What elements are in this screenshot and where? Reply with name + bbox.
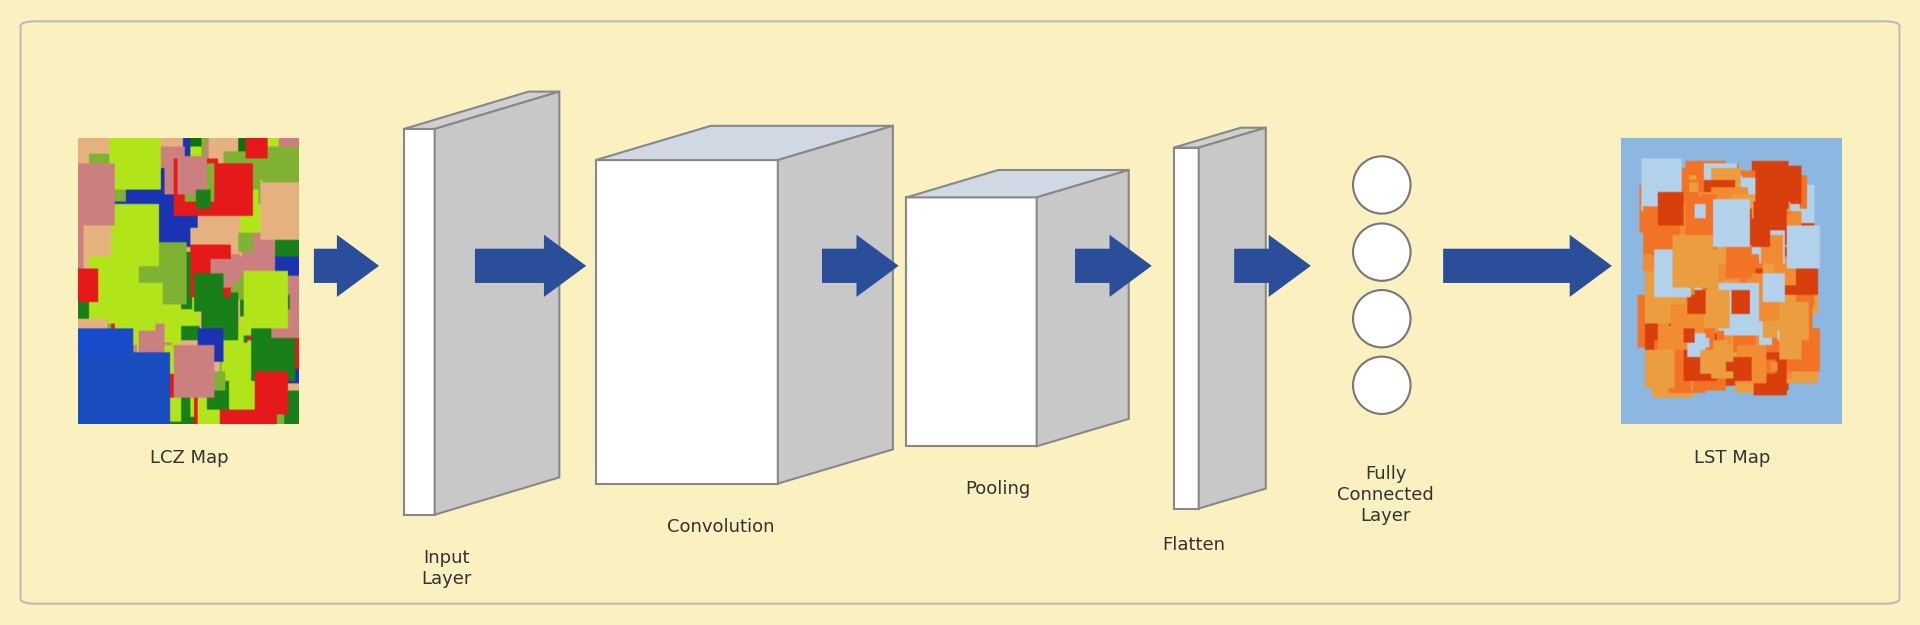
FancyBboxPatch shape [21,21,1899,604]
Polygon shape [595,126,893,160]
Ellipse shape [1354,224,1411,281]
Text: Convolution: Convolution [666,518,774,536]
Ellipse shape [1354,357,1411,414]
Polygon shape [474,235,586,297]
Text: Flatten: Flatten [1162,536,1225,554]
Polygon shape [1075,235,1152,297]
Polygon shape [778,126,893,484]
Text: LCZ Map: LCZ Map [150,449,228,468]
Ellipse shape [1354,156,1411,214]
Polygon shape [906,170,1129,198]
Ellipse shape [1354,290,1411,348]
Polygon shape [1235,235,1311,297]
Bar [403,129,434,515]
Bar [1173,148,1198,509]
Text: Fully
Connected
Layer: Fully Connected Layer [1336,465,1434,524]
Polygon shape [434,92,559,515]
Polygon shape [313,235,378,297]
Bar [595,160,778,484]
Polygon shape [822,235,899,297]
Polygon shape [1037,170,1129,446]
Text: Pooling: Pooling [966,481,1031,499]
Polygon shape [1198,127,1265,509]
Text: Input
Layer: Input Layer [420,549,472,588]
Text: LST Map: LST Map [1695,449,1770,468]
Bar [906,198,1037,446]
Polygon shape [1444,235,1613,297]
Polygon shape [1173,127,1265,148]
Polygon shape [403,92,559,129]
